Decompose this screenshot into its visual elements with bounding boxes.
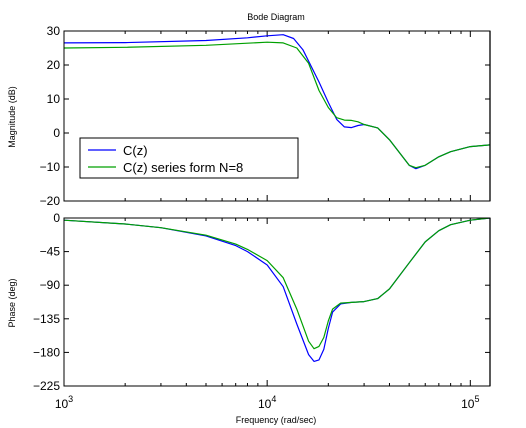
magnitude-y-tick-label: 0 (53, 126, 60, 140)
x-tick-label: 105 (461, 394, 479, 411)
x-tick-label: 104 (258, 394, 276, 411)
phase-y-axis-label: Phase (deg) (7, 278, 17, 327)
magnitude-y-tick-label: 20 (47, 58, 61, 72)
phase-axes-frame (63, 217, 491, 387)
x-tick-label: 103 (55, 394, 73, 411)
phase-series-c-z (64, 218, 490, 362)
legend-entry: C(z) (123, 143, 148, 158)
phase-y-tick-label: −45 (40, 245, 61, 259)
magnitude-series-c-z-series-form-n-8 (64, 41, 490, 169)
phase-series-c-z-series-form-n-8 (64, 218, 490, 350)
magnitude-y-tick-label: 10 (47, 92, 61, 106)
magnitude-y-tick-label: 30 (47, 24, 61, 38)
x-axis-label: Frequency (rad/sec) (236, 415, 317, 425)
legend-entry: C(z) series form N=8 (123, 160, 243, 175)
magnitude-y-tick-label: −20 (40, 194, 61, 208)
magnitude-y-tick-label: −10 (40, 160, 61, 174)
phase-y-tick-label: −135 (33, 312, 60, 326)
legend: C(z) C(z) series form N=8 (79, 137, 299, 179)
magnitude-panel: 30 20 10 0 −10 −20 (40, 24, 491, 208)
phase-panel: 0 −45 −90 −135 −180 −225 (33, 211, 491, 393)
phase-y-tick-label: −90 (40, 278, 61, 292)
magnitude-y-axis-label: Magnitude (dB) (7, 86, 17, 148)
legend-box (79, 137, 299, 179)
phase-y-tick-label: −225 (33, 379, 60, 393)
phase-y-tick-label: 0 (53, 211, 60, 225)
magnitude-axes-frame (63, 30, 491, 202)
chart-title: Bode Diagram (247, 12, 305, 22)
phase-y-tick-label: −180 (33, 345, 60, 359)
